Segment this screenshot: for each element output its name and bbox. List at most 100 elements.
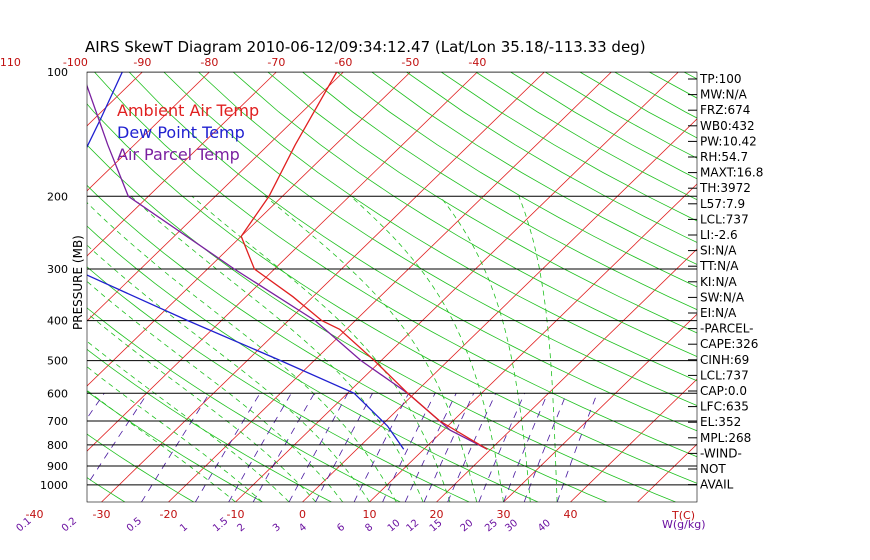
moist-adiabat-line xyxy=(439,196,531,502)
mixing-ratio-line xyxy=(382,393,436,502)
stats-entry: CAPE:326 xyxy=(700,337,758,351)
bottom-temp-tick-label: -10 xyxy=(227,508,245,521)
top-temp-tick-label: -80 xyxy=(200,56,218,69)
stats-entry: TH:3972 xyxy=(699,181,751,195)
bottom-temp-tick-label: 10 xyxy=(363,508,377,521)
dry-adiabat-line xyxy=(87,184,607,502)
pressure-tick-label: 100 xyxy=(47,66,68,79)
dry-adiabat-line xyxy=(649,72,697,99)
bottom-temp-tick-label: -40 xyxy=(26,508,44,521)
stats-entry: FRZ:674 xyxy=(700,103,750,117)
stats-entry: -WIND- xyxy=(700,446,742,460)
bottom-temp-tick-label: -20 xyxy=(160,508,178,521)
dry-adiabat-line xyxy=(0,72,56,502)
bottom-temp-tick-label: 0 xyxy=(299,508,306,521)
isotherm-line xyxy=(168,72,612,502)
top-temp-tick-label: -50 xyxy=(401,56,419,69)
mixing-ratio-tick-label: 0.2 xyxy=(60,516,79,535)
mixing-ratio-line xyxy=(556,393,598,502)
mixing-ratio-tick-label: 3 xyxy=(271,522,283,535)
moist-adiabat-line xyxy=(87,312,317,502)
top-temp-tick-label: -110 xyxy=(0,56,21,69)
temp-axis-unit-label: T(C) xyxy=(671,509,695,522)
pressure-tick-label: 200 xyxy=(47,190,68,203)
stats-entry: TP:100 xyxy=(699,72,742,86)
isotherm-line xyxy=(87,72,478,452)
dry-adiabat-line xyxy=(302,72,697,311)
stats-entry: MAXT:16.8 xyxy=(700,166,763,180)
stats-entry: -PARCEL- xyxy=(700,322,754,336)
mixing-ratio-tick-label: 0.5 xyxy=(125,516,144,535)
isotherm-line xyxy=(503,313,697,502)
sounding-profiles xyxy=(87,72,488,450)
pressure-tick-label: 300 xyxy=(47,263,68,276)
dry-adiabat-line xyxy=(87,433,194,502)
dry-adiabat-line xyxy=(232,72,697,357)
mixing-ratio-unit-label: W(g/kg) xyxy=(662,518,706,531)
mixing-ratio-line xyxy=(447,393,497,502)
mixing-ratio-tick-label: 1 xyxy=(178,522,190,535)
stats-entry: LFC:635 xyxy=(700,400,749,414)
stats-entry: LI:-2.6 xyxy=(700,228,738,242)
moist-adiabat-line xyxy=(87,202,397,502)
top-temp-tick-label: -90 xyxy=(133,56,151,69)
mixing-ratio-line xyxy=(315,393,373,502)
y-axis-label: PRESSURE (MB) xyxy=(71,235,85,330)
bottom-temp-tick-label: 30 xyxy=(497,508,511,521)
mixing-ratio-tick-label: 8 xyxy=(363,522,375,535)
stats-entry: PW:10.42 xyxy=(700,134,757,148)
legend: Ambient Air Temp Dew Point Temp Air Parcel… xyxy=(117,101,259,164)
top-temp-tick-label: -70 xyxy=(267,56,285,69)
pressure-tick-label: 500 xyxy=(47,355,68,368)
stats-entry: WB0:432 xyxy=(700,119,755,133)
dry-adiabat-line xyxy=(336,72,697,288)
mixing-ratio-line xyxy=(252,393,315,502)
mixing-ratio-tick-label: 4 xyxy=(297,522,309,535)
stats-entry: CAP:0.0 xyxy=(700,384,747,398)
axes: 1002003004005006007008009001000-120-110-… xyxy=(0,56,698,535)
stats-entry: CINH:69 xyxy=(700,353,749,367)
moist-adiabat-line xyxy=(130,196,424,502)
mixing-ratio-line xyxy=(141,393,210,502)
mixing-ratio-line xyxy=(353,393,409,502)
pressure-tick-label: 1000 xyxy=(40,479,68,492)
moist-adiabat-line xyxy=(518,196,558,502)
moist-adiabat-line xyxy=(87,389,236,502)
chart-title: AIRS SkewT Diagram 2010-06-12/09:34:12.4… xyxy=(85,38,646,56)
mixing-ratio-line xyxy=(523,393,568,502)
isotherm-line xyxy=(87,72,210,192)
pressure-tick-label: 800 xyxy=(47,439,68,452)
dry-adiabat-line xyxy=(475,72,697,201)
stats-entry: SW:N/A xyxy=(700,290,745,304)
mixing-ratio-tick-label: 2 xyxy=(235,522,247,535)
isotherm-line xyxy=(87,72,344,322)
moist-adiabat-line xyxy=(87,366,263,502)
mixing-ratio-line xyxy=(423,393,475,502)
stats-entry: EL:352 xyxy=(700,415,741,429)
pressure-tick-label: 400 xyxy=(47,315,68,328)
moist-adiabat-line xyxy=(350,196,504,502)
isotherm-line xyxy=(369,183,697,502)
dry-adiabat-line xyxy=(163,72,697,406)
stats-entry: NOT xyxy=(700,462,726,476)
stats-entry: MPL:268 xyxy=(700,431,751,445)
isotherm-line xyxy=(101,72,545,502)
mixing-ratio-tick-label: 12 xyxy=(404,518,421,535)
bottom-temp-tick-label: 40 xyxy=(564,508,578,521)
legend-item: Air Parcel Temp xyxy=(117,145,240,164)
legend-item: Dew Point Temp xyxy=(117,123,245,142)
moist-adiabat-line xyxy=(191,195,451,502)
legend-item: Ambient Air Temp xyxy=(117,101,259,120)
dry-adiabat-line xyxy=(371,72,697,265)
top-temp-tick-label: -100 xyxy=(63,56,88,69)
background-grid xyxy=(0,72,697,502)
stats-entry: MW:N/A xyxy=(700,88,748,102)
mixing-ratio-line xyxy=(288,393,349,502)
mixing-ratio-line xyxy=(503,393,548,502)
pressure-tick-label: 900 xyxy=(47,460,68,473)
stats-entry: LCL:737 xyxy=(700,212,749,226)
ambient-temp-line xyxy=(240,72,488,450)
mixing-ratio-tick-label: 40 xyxy=(536,518,553,535)
stats-entry: LCL:737 xyxy=(700,368,749,382)
